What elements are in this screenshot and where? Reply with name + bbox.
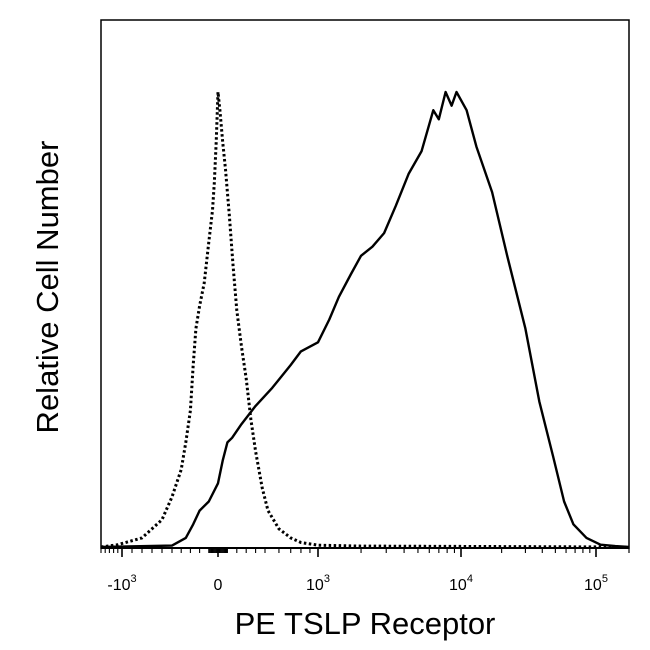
x-axis-ticks <box>100 548 630 557</box>
x-tick-label: -103 <box>107 573 136 594</box>
series-line-dotted <box>100 90 630 549</box>
x-tick-label: 103 <box>306 573 330 594</box>
series-line-solid <box>100 90 630 549</box>
series-layer <box>100 90 630 549</box>
plot-frame <box>100 19 630 549</box>
x-tick-label: 104 <box>449 573 473 594</box>
x-tick-label: 0 <box>214 577 223 594</box>
x-axis-tick-labels: -103 0 103 104 105 <box>107 573 608 594</box>
x-axis-label: PE TSLP Receptor <box>234 606 496 641</box>
x-tick-label: 105 <box>584 573 608 594</box>
